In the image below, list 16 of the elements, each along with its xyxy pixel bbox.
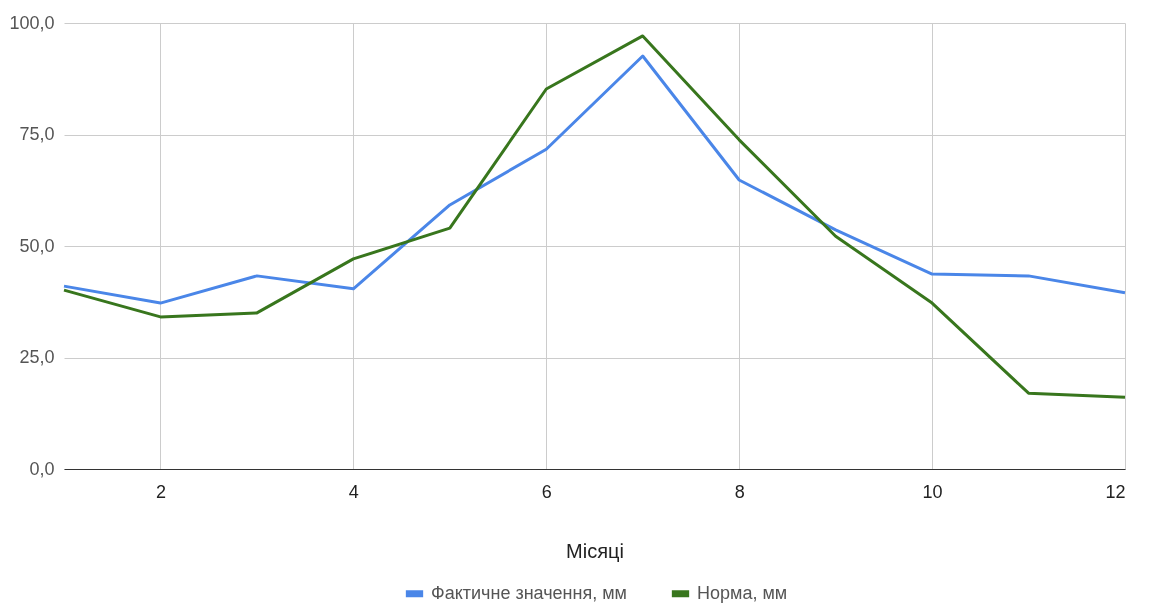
y-tick-label: 25,0 — [19, 347, 55, 367]
x-tick-label: 10 — [922, 481, 943, 502]
line-series — [62, 34, 1127, 399]
legend-label: Фактичне значення, мм — [431, 582, 627, 603]
y-tick-label: 0,0 — [29, 458, 55, 479]
y-tick-label: 50,0 — [19, 235, 55, 256]
legend-label: Норма, мм — [697, 582, 788, 603]
x-tick-label: 12 — [1105, 481, 1126, 502]
x-tick-label: 6 — [541, 481, 552, 502]
x-tick-label: 2 — [155, 481, 166, 502]
y-tick-label: 100,0 — [9, 12, 55, 33]
x-axis-title: Місяці — [566, 539, 624, 562]
line-series — [62, 54, 1127, 305]
x-tick-label: 8 — [734, 481, 745, 502]
y-tick-label: 75,0 — [19, 124, 55, 144]
x-tick-label: 4 — [348, 481, 359, 502]
